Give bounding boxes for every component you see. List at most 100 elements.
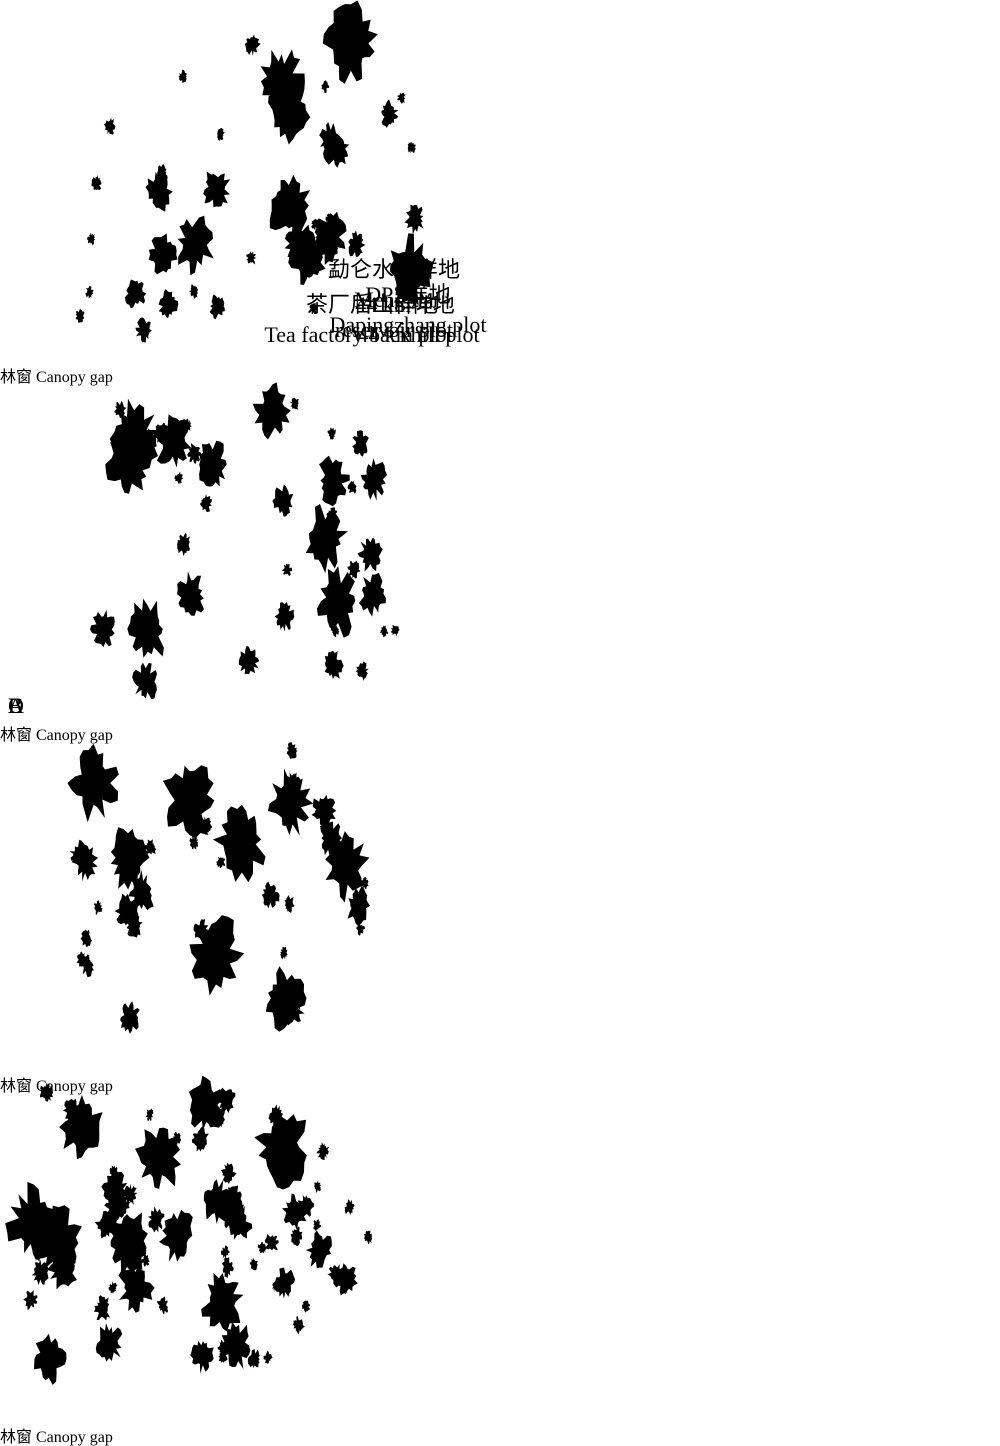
plot-name-line: 茶厂后山样地 — [305, 292, 439, 317]
canopy-gap — [254, 1111, 307, 1190]
canopy-gap — [93, 900, 103, 915]
canopy-gap — [249, 1257, 258, 1271]
canopy-gap — [244, 34, 261, 56]
canopy-gap — [189, 835, 199, 850]
canopy-gap — [327, 427, 336, 440]
canopy-gap — [87, 232, 95, 246]
canopy-gap — [407, 141, 416, 154]
canopy-gap — [397, 92, 406, 104]
canopy-gap — [319, 455, 350, 507]
canopy-gap — [127, 598, 164, 658]
canopy-gap — [264, 1233, 279, 1251]
canopy-gap — [156, 414, 192, 468]
canopy-gap — [159, 1209, 193, 1262]
canopy-gap — [286, 742, 297, 759]
canopy-gap — [109, 398, 159, 478]
panel: 林窗 Canopy gap B 茶厂后山样地 Tea factory backhill… — [0, 292, 507, 744]
plot-name: 茶厂后山样地 Tea factory backhill plot — [264, 290, 479, 350]
canopy-gap — [290, 1226, 303, 1247]
canopy-gap — [282, 563, 292, 576]
canopy-gap — [347, 560, 361, 579]
panel: 林窗 Canopy gap C 勐仑水库样地 Menglun reservoir plo… — [0, 257, 482, 1095]
canopy-gap — [148, 233, 178, 275]
canopy-gap — [358, 572, 386, 617]
gap-map — [5, 1075, 373, 1385]
canopy-gap — [190, 1340, 214, 1374]
canopy-gap — [80, 929, 92, 948]
canopy-gap — [289, 397, 299, 410]
canopy-gap — [322, 0, 378, 84]
legend: 林窗 Canopy gap — [0, 363, 482, 387]
canopy-gap — [221, 1257, 234, 1279]
canopy-gap — [355, 661, 369, 681]
canopy-gap — [103, 117, 116, 135]
plot-name-line: Dapingzhang plot — [329, 312, 487, 337]
canopy-gap — [305, 504, 348, 574]
canopy-gap — [314, 1180, 322, 1193]
canopy-gap — [203, 171, 231, 208]
canopy-gap — [302, 1300, 311, 1313]
canopy-gap — [108, 1281, 118, 1294]
canopy-gap — [272, 484, 294, 517]
panel-label: A — [8, 693, 24, 718]
canopy-gap — [135, 317, 152, 343]
plot-name: 44 km样地 44 km plot — [355, 290, 455, 350]
canopy-gap — [352, 430, 369, 457]
canopy-gap — [201, 1273, 244, 1332]
canopy-gap — [330, 624, 340, 637]
canopy-gap — [313, 1219, 321, 1232]
canopy-gap — [153, 422, 168, 443]
plot-name-line: 勐仑水库样地 — [327, 257, 461, 282]
plot-name-line: 44 km样地 — [355, 292, 455, 317]
canopy-gap — [238, 645, 260, 675]
canopy-gap — [257, 1242, 267, 1254]
canopy-gap — [260, 49, 305, 107]
canopy-gap — [23, 1290, 38, 1310]
canopy-gap — [40, 1082, 54, 1102]
canopy-gap — [269, 174, 311, 233]
canopy-gap — [274, 602, 295, 632]
canopy-gap — [263, 1350, 273, 1364]
gap-map — [75, 0, 434, 343]
canopy-gap — [120, 1001, 140, 1034]
canopy-gap — [95, 1323, 123, 1362]
canopy-gap — [177, 533, 190, 557]
canopy-gap — [319, 122, 342, 158]
canopy-gap — [114, 400, 127, 419]
canopy-gap — [360, 458, 388, 501]
canopy-gap — [246, 251, 257, 265]
canopy-gap — [261, 881, 280, 909]
canopy-gap — [221, 1162, 237, 1184]
canopy-gap — [34, 1333, 67, 1385]
canopy-gap — [280, 946, 288, 960]
plot-name: DPZ样地 Dapingzhang plot — [329, 280, 486, 340]
canopy-gap — [75, 308, 85, 323]
canopy-gap — [324, 650, 344, 680]
canopy-gap — [178, 69, 187, 84]
canopy-gap — [390, 625, 400, 637]
canopy-gap — [90, 609, 115, 648]
canopy-gap — [347, 480, 357, 494]
canopy-gap — [348, 230, 366, 257]
canopy-gap — [284, 895, 295, 913]
plot-name-line: reservoir plot — [335, 317, 453, 342]
canopy-gap — [200, 494, 212, 513]
canopy-gap — [221, 1245, 230, 1259]
legend-text: 林窗 Canopy gap — [0, 1429, 113, 1446]
canopy-gap — [132, 662, 157, 700]
plot-name-line: 44 km plot — [357, 322, 453, 347]
canopy-gap — [91, 175, 102, 190]
plot-name: 勐仑水库样地 Menglun reservoir plot — [328, 255, 460, 345]
canopy-gap — [188, 284, 199, 299]
canopy-gap — [158, 289, 179, 319]
canopy-gap — [157, 1296, 168, 1315]
gap-map — [90, 382, 400, 700]
gap-map — [67, 742, 371, 1034]
canopy-gap — [274, 1267, 295, 1299]
canopy-gap — [217, 128, 225, 141]
canopy-gap — [145, 171, 173, 212]
legend-text: 林窗 Canopy gap — [0, 369, 113, 386]
canopy-gap — [174, 471, 184, 485]
canopy-gap — [67, 743, 119, 823]
canopy-gap — [145, 1108, 154, 1122]
